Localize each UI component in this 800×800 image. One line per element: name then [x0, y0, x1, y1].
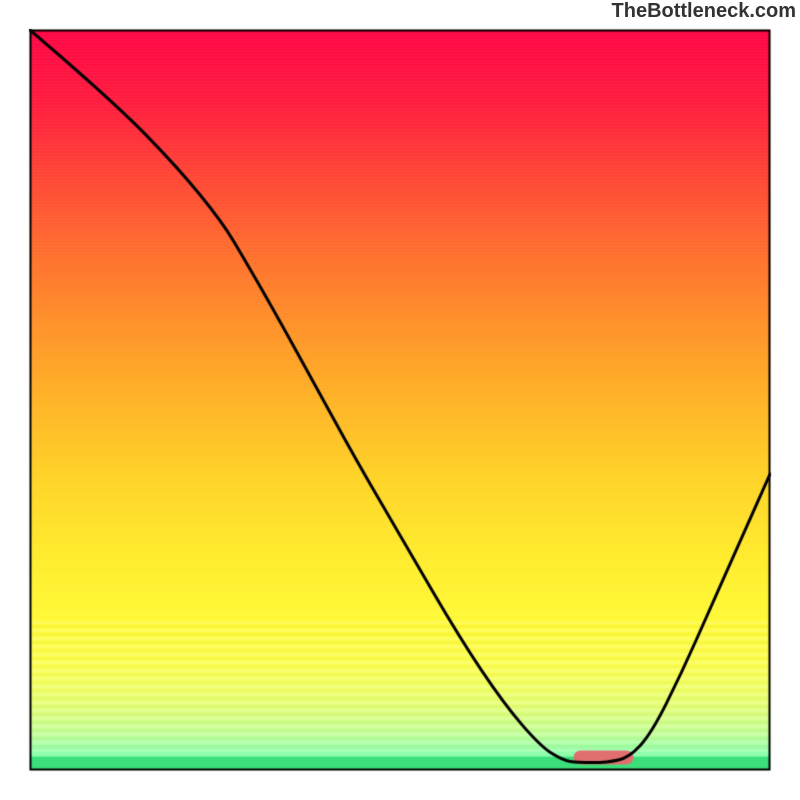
- figure-root: TheBottleneck.com: [0, 0, 800, 800]
- bottleneck-curve-layer: [0, 0, 800, 800]
- watermark-text: TheBottleneck.com: [612, 0, 796, 23]
